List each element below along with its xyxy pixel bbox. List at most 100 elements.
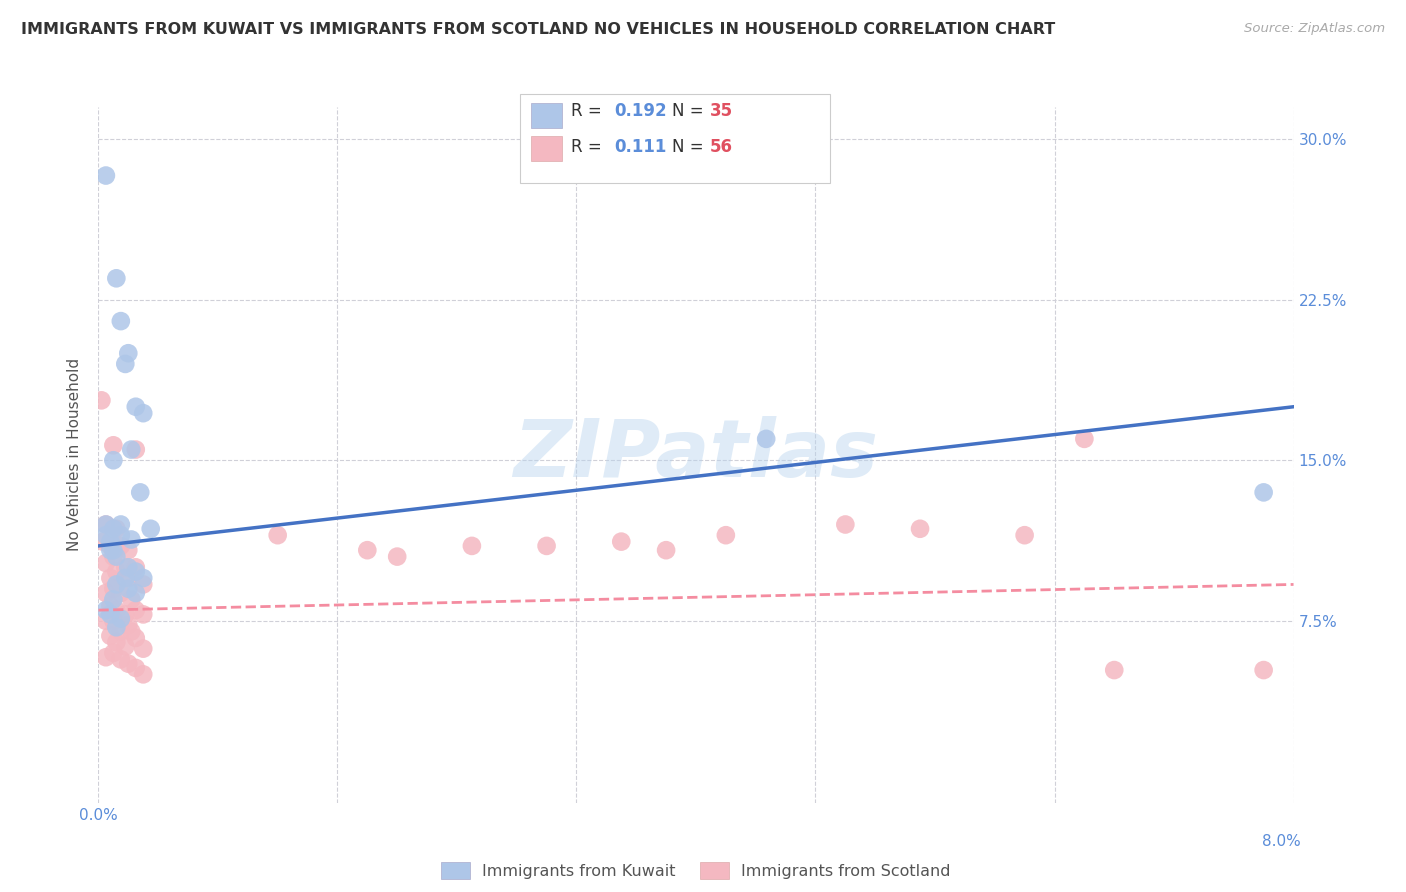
Point bbox=[125, 400, 148, 414]
Point bbox=[105, 522, 128, 536]
Point bbox=[117, 543, 139, 558]
Point bbox=[114, 560, 136, 574]
Point bbox=[110, 539, 132, 553]
Point bbox=[1014, 528, 1036, 542]
Point bbox=[132, 641, 155, 656]
Point bbox=[90, 393, 112, 408]
Point bbox=[110, 612, 132, 626]
Point bbox=[132, 667, 155, 681]
Point bbox=[105, 603, 128, 617]
Point bbox=[1073, 432, 1095, 446]
Point bbox=[94, 517, 117, 532]
Point bbox=[114, 571, 136, 585]
Point bbox=[461, 539, 484, 553]
Point bbox=[94, 517, 117, 532]
Point bbox=[103, 522, 125, 536]
Point bbox=[117, 560, 139, 574]
Point bbox=[117, 657, 139, 671]
Point bbox=[132, 571, 155, 585]
Point bbox=[105, 271, 128, 285]
Point bbox=[714, 528, 737, 542]
Point bbox=[110, 528, 132, 542]
Point bbox=[103, 453, 125, 467]
Point bbox=[132, 577, 155, 591]
Point bbox=[94, 528, 117, 542]
Point bbox=[117, 582, 139, 596]
Point bbox=[117, 618, 139, 632]
Point bbox=[536, 539, 558, 553]
Point bbox=[1253, 485, 1275, 500]
Point bbox=[120, 592, 142, 607]
Text: 35: 35 bbox=[710, 103, 733, 120]
Point bbox=[94, 603, 117, 617]
Text: 8.0%: 8.0% bbox=[1261, 834, 1301, 849]
Text: R =: R = bbox=[571, 103, 607, 120]
Point bbox=[94, 556, 117, 570]
Point bbox=[125, 661, 148, 675]
Point bbox=[132, 607, 155, 622]
Point bbox=[1102, 663, 1125, 677]
Point bbox=[103, 646, 125, 660]
Point bbox=[98, 571, 122, 585]
Point bbox=[105, 577, 128, 591]
Text: N =: N = bbox=[672, 138, 709, 156]
Point bbox=[105, 549, 128, 564]
Point bbox=[98, 599, 122, 613]
Point bbox=[98, 629, 122, 643]
Point bbox=[120, 533, 142, 547]
Point bbox=[125, 586, 148, 600]
Point bbox=[98, 534, 122, 549]
Point bbox=[125, 631, 148, 645]
Point bbox=[105, 565, 128, 579]
Text: R =: R = bbox=[571, 138, 612, 156]
Point bbox=[114, 607, 136, 622]
Point bbox=[755, 432, 778, 446]
Point bbox=[1253, 663, 1275, 677]
Point bbox=[129, 485, 152, 500]
Point bbox=[103, 549, 125, 564]
Point bbox=[834, 517, 856, 532]
Point bbox=[110, 517, 132, 532]
Point bbox=[94, 614, 117, 628]
Text: IMMIGRANTS FROM KUWAIT VS IMMIGRANTS FROM SCOTLAND NO VEHICLES IN HOUSEHOLD CORR: IMMIGRANTS FROM KUWAIT VS IMMIGRANTS FRO… bbox=[21, 22, 1056, 37]
Point bbox=[103, 543, 125, 558]
Point bbox=[610, 534, 633, 549]
Text: 0.111: 0.111 bbox=[614, 138, 666, 156]
Text: 56: 56 bbox=[710, 138, 733, 156]
Point bbox=[103, 614, 125, 628]
Point bbox=[98, 539, 122, 553]
Point bbox=[125, 560, 148, 574]
Point bbox=[98, 607, 122, 622]
Point bbox=[120, 624, 142, 639]
Point bbox=[385, 549, 409, 564]
Text: ZIPatlas: ZIPatlas bbox=[513, 416, 879, 494]
Text: Source: ZipAtlas.com: Source: ZipAtlas.com bbox=[1244, 22, 1385, 36]
Point bbox=[267, 528, 290, 542]
Point bbox=[117, 571, 139, 585]
Point bbox=[132, 406, 155, 420]
Point bbox=[105, 620, 128, 634]
Legend: Immigrants from Kuwait, Immigrants from Scotland: Immigrants from Kuwait, Immigrants from … bbox=[434, 856, 957, 885]
Point bbox=[110, 652, 132, 666]
Point bbox=[117, 346, 139, 360]
Point bbox=[94, 586, 117, 600]
Point bbox=[139, 522, 162, 536]
Point bbox=[103, 592, 125, 607]
Point bbox=[125, 565, 148, 579]
Point bbox=[114, 357, 136, 371]
Point bbox=[105, 635, 128, 649]
Text: N =: N = bbox=[672, 103, 709, 120]
Y-axis label: No Vehicles in Household: No Vehicles in Household bbox=[67, 359, 83, 551]
Point bbox=[94, 650, 117, 665]
Point bbox=[110, 624, 132, 639]
Point bbox=[110, 314, 132, 328]
Point bbox=[91, 534, 114, 549]
Point bbox=[98, 543, 122, 558]
Point bbox=[125, 442, 148, 457]
Point bbox=[94, 169, 117, 183]
Point bbox=[103, 582, 125, 596]
Point bbox=[908, 522, 931, 536]
Point bbox=[114, 640, 136, 654]
Point bbox=[103, 438, 125, 452]
Point bbox=[120, 442, 142, 457]
